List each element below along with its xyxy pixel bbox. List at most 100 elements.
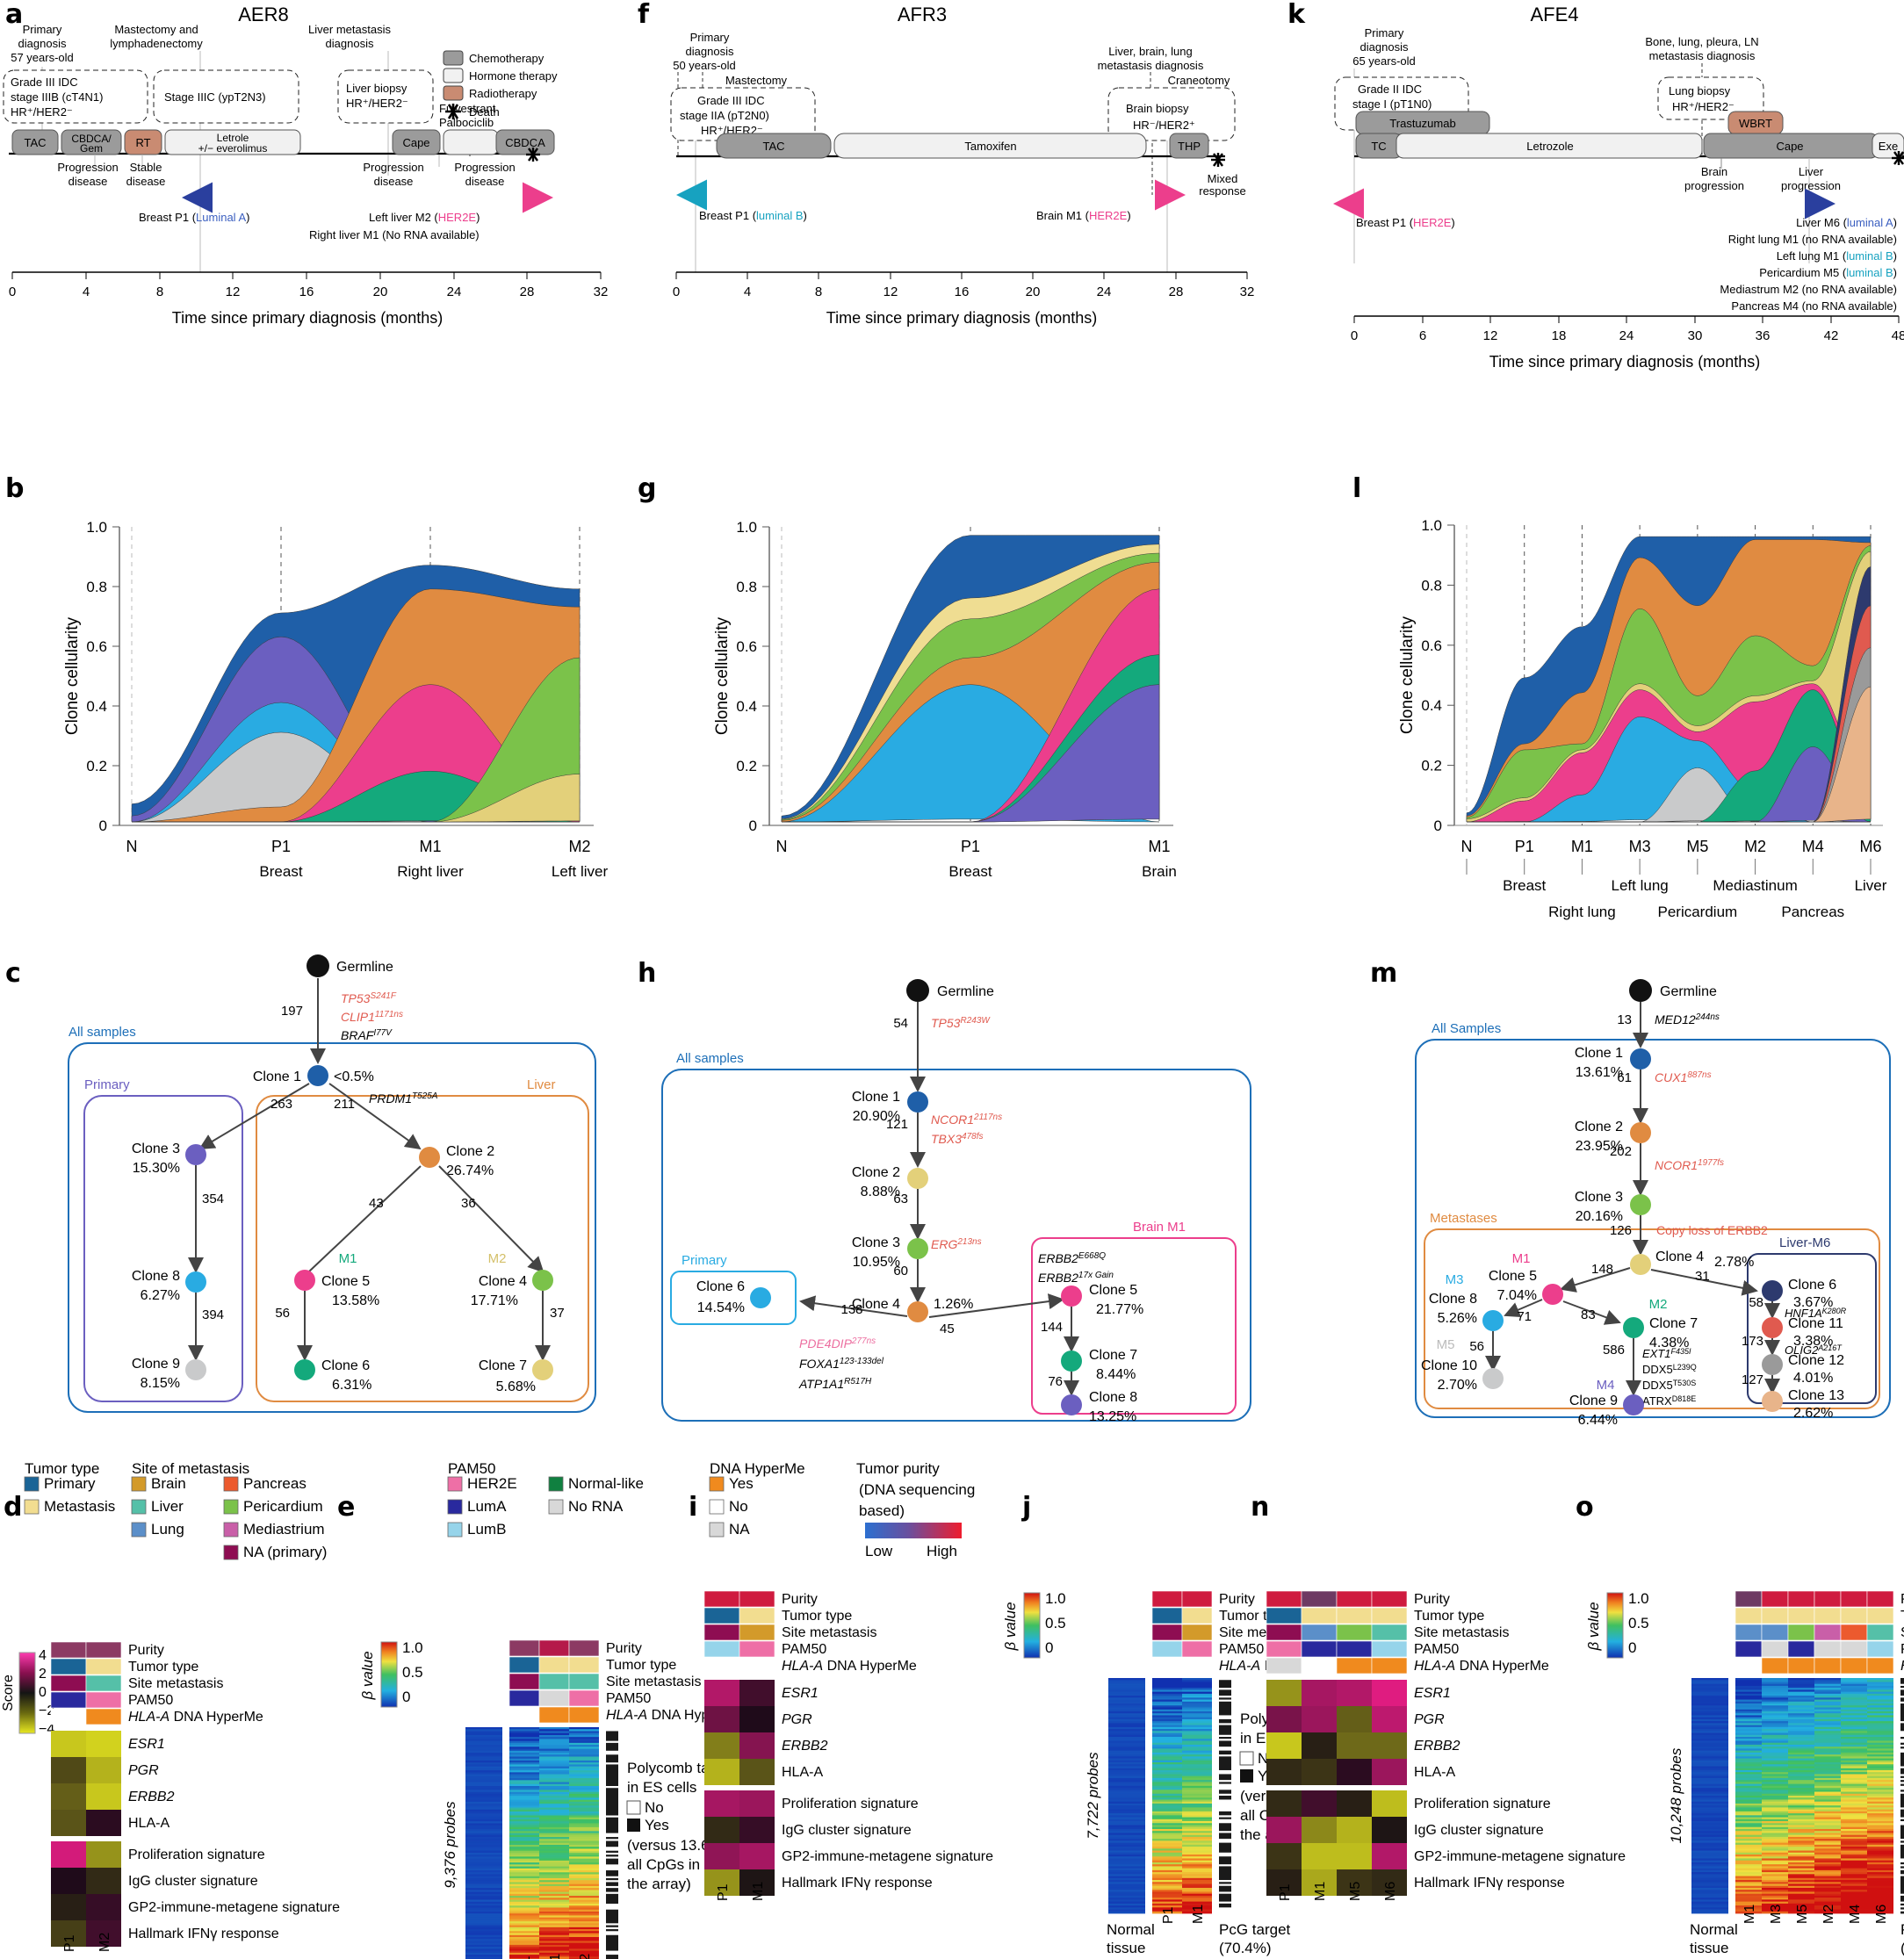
normal-cell [465, 1770, 502, 1773]
node-clone8-c[interactable] [185, 1271, 206, 1293]
treatment-a-1[interactable]: CBDCA/Gem [61, 129, 122, 155]
treatment-a-6[interactable]: CBDCA [495, 129, 555, 155]
treatment-k-4[interactable]: Cape [1703, 133, 1879, 159]
treatment-k-5[interactable]: Exe [1872, 133, 1904, 159]
node-clone13-m[interactable] [1762, 1391, 1783, 1412]
treatment-k-2[interactable]: Letrozole [1396, 133, 1703, 159]
treatment-a-0[interactable]: TAC [11, 129, 59, 155]
edge-count-m-2: 202 [1610, 1144, 1632, 1159]
treatment-a-4[interactable]: Cape [392, 129, 441, 155]
node-clone4-m[interactable] [1630, 1254, 1651, 1275]
node-clone6-c[interactable] [294, 1359, 315, 1380]
beta-cell [1841, 1891, 1867, 1895]
treatment-k-3[interactable]: WBRT [1727, 111, 1784, 135]
node-label-clone1-c: Clone 1 [253, 1070, 301, 1084]
node-clone2-h[interactable] [907, 1168, 928, 1189]
normal-cell [1108, 1750, 1145, 1754]
anno-cell [1840, 1624, 1868, 1641]
node-germline-m[interactable] [1629, 979, 1652, 1002]
anno-cell [703, 1590, 740, 1608]
node-clone2-c[interactable] [419, 1147, 440, 1168]
beta-cell [1788, 1693, 1814, 1696]
treatment-a-5[interactable] [443, 129, 499, 155]
beta-cell [1841, 1872, 1867, 1875]
heat-cell [739, 1790, 775, 1817]
beta-cell [509, 1941, 539, 1944]
pcg-legend-title-1: in ES cells [627, 1779, 696, 1796]
node-clone9-c[interactable] [185, 1359, 206, 1380]
node-clone9-m[interactable] [1623, 1394, 1644, 1415]
pcg-bar-cell [606, 1762, 618, 1765]
treatment-a-2[interactable]: RT [124, 129, 162, 155]
treatment-k-0[interactable]: Trastuzumab [1355, 111, 1490, 135]
beta-cell [1762, 1748, 1788, 1752]
node-clone5-m[interactable] [1542, 1284, 1563, 1305]
node-clone7-h[interactable] [1061, 1350, 1082, 1372]
heat-cell [86, 1783, 121, 1810]
beta-cell [1788, 1844, 1814, 1847]
anno-cell [1151, 1657, 1183, 1675]
node-clone8-h[interactable] [1061, 1394, 1082, 1415]
node-clone1-h[interactable] [907, 1091, 928, 1113]
node-clone1-c[interactable] [307, 1065, 328, 1086]
beta-cell [509, 1739, 539, 1742]
beta-cell [1867, 1903, 1893, 1906]
node-clone8-m[interactable] [1482, 1310, 1504, 1331]
node-germline-h[interactable] [906, 979, 929, 1002]
beta-cell [1762, 1860, 1788, 1863]
treatment-f-2[interactable]: THP [1169, 133, 1209, 159]
node-clone5-c[interactable] [294, 1270, 315, 1291]
beta-cell [1152, 1769, 1182, 1773]
pcg-bar-cell [606, 1745, 618, 1747]
treatment-k-1[interactable]: TC [1355, 133, 1403, 159]
beta-cell [1152, 1821, 1182, 1824]
treatment-a-3[interactable]: Letrole+/− everolimus [164, 129, 301, 155]
beta-cell [1152, 1809, 1182, 1812]
node-germline-c[interactable] [307, 954, 329, 977]
node-clone6-h[interactable] [750, 1287, 771, 1308]
node-clone6-m[interactable] [1762, 1280, 1783, 1301]
node-clone2-m[interactable] [1630, 1122, 1651, 1143]
beta-cell [1814, 1895, 1841, 1898]
node-clone10-m[interactable] [1482, 1368, 1504, 1389]
group-box-liver-c [256, 1095, 589, 1402]
node-clone5-h[interactable] [1061, 1286, 1082, 1307]
beta-cell [1867, 1834, 1893, 1838]
treatment-f-1[interactable]: Tamoxifen [833, 133, 1147, 159]
node-clone4-h[interactable] [907, 1301, 928, 1322]
normal-cell [1691, 1729, 1728, 1732]
pcg-bar-cell [1219, 1699, 1231, 1703]
node-clone12-m[interactable] [1762, 1354, 1783, 1375]
edge-count-c-1: 263 [270, 1097, 292, 1112]
beta-cell [1788, 1775, 1814, 1779]
beta-cell [539, 1931, 569, 1934]
normal-cell [1108, 1856, 1145, 1859]
beta-cell [509, 1796, 539, 1798]
beta-cell [1152, 1689, 1182, 1693]
sample-label: M5 [1795, 1905, 1810, 1924]
node-clone4-c[interactable] [532, 1270, 553, 1291]
node-clone7-c[interactable] [532, 1359, 553, 1380]
node-clone3-c[interactable] [185, 1144, 206, 1165]
node-clone7-m[interactable] [1623, 1317, 1644, 1338]
beta-cell [1762, 1678, 1788, 1681]
pcg-bar-cell [606, 1775, 618, 1779]
normal-cell [1691, 1678, 1728, 1681]
heat-cell [51, 1757, 86, 1783]
pcg-bar-cell [1219, 1874, 1231, 1876]
beta-cell [1867, 1828, 1893, 1832]
anno-cell [1761, 1640, 1789, 1658]
anno-cell [1814, 1640, 1842, 1658]
normal-cell [465, 1750, 502, 1754]
beta-cell [1735, 1788, 1762, 1790]
node-clone3-h[interactable] [907, 1238, 928, 1259]
node-clone1-m[interactable] [1630, 1048, 1651, 1070]
node-clone11-m[interactable] [1762, 1317, 1783, 1338]
beta-cell [1762, 1799, 1788, 1803]
treatment-f-0[interactable]: TAC [716, 133, 832, 159]
node-clone3-m[interactable] [1630, 1194, 1651, 1215]
normal-cell [1691, 1890, 1728, 1892]
legend-group-title: DNA HyperMe [710, 1460, 805, 1477]
pcg-bar-cell [606, 1904, 618, 1906]
beta-cell [1735, 1839, 1762, 1841]
